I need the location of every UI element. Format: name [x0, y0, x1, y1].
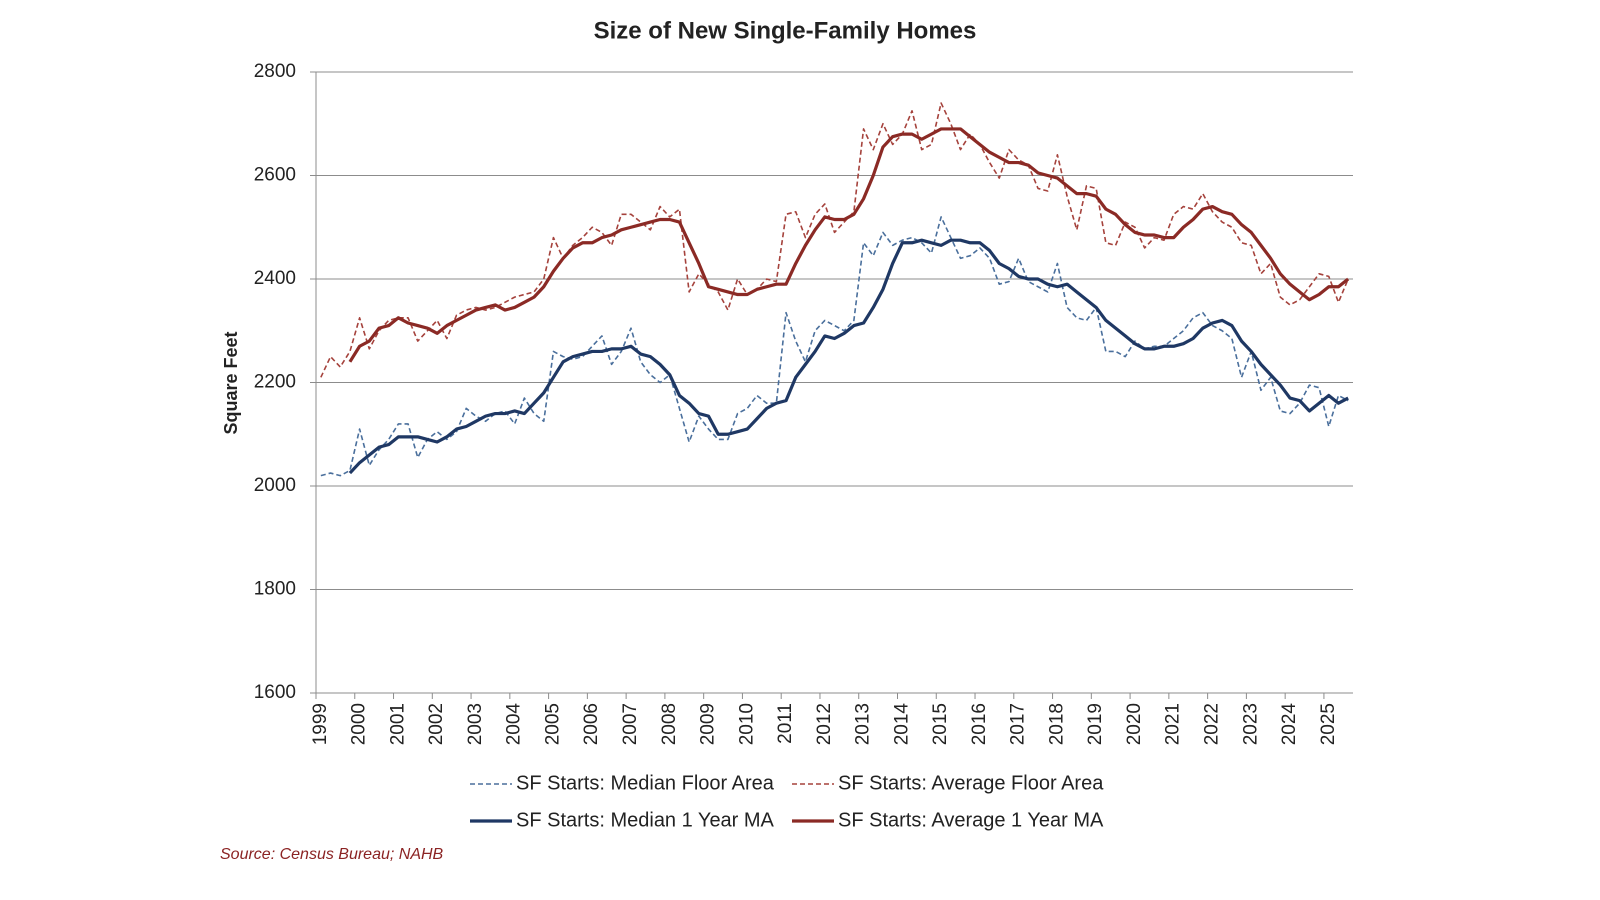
x-tick-label: 2010: [736, 703, 757, 745]
y-tick-label: 2000: [254, 475, 296, 496]
x-tick-label: 2007: [620, 703, 641, 745]
x-tick-label: 1999: [310, 703, 331, 745]
y-tick-label: 2800: [254, 61, 296, 82]
plot-area: [320, 102, 1350, 477]
x-tick-label: 2001: [387, 703, 408, 745]
x-tick-label: 2006: [581, 703, 602, 745]
legend-label: SF Starts: Median 1 Year MA: [516, 809, 775, 831]
x-tick-label: 2003: [465, 703, 486, 745]
y-tick-label: 1600: [254, 682, 296, 703]
x-tick-label: 2019: [1085, 703, 1106, 745]
series-line: [348, 238, 1349, 475]
chart-title: Size of New Single-Family Homes: [594, 17, 977, 44]
y-tick-label: 1800: [254, 579, 296, 600]
y-tick-label: 2200: [254, 372, 296, 393]
series-line: [320, 102, 1349, 378]
x-tick-label: 2013: [853, 703, 874, 745]
series-line: [348, 127, 1350, 363]
x-tick-label: 2015: [930, 703, 951, 745]
x-tick-label: 2012: [814, 703, 835, 745]
legend-label: SF Starts: Median Floor Area: [516, 772, 775, 794]
x-tick-label: 2016: [969, 703, 990, 745]
x-tick-label: 2009: [698, 703, 719, 745]
x-tick-label: 2004: [504, 703, 525, 746]
x-tick-label: 2000: [349, 703, 370, 745]
x-tick-label: 2008: [659, 703, 680, 745]
x-tick-label: 2020: [1124, 703, 1145, 745]
x-tick-label: 2014: [891, 703, 912, 746]
x-tick-label: 2024: [1279, 703, 1300, 746]
x-tick-label: 2022: [1201, 703, 1222, 745]
x-tick-label: 2021: [1163, 703, 1184, 745]
x-tick-label: 2005: [542, 703, 563, 745]
y-axis-label: Square Feet: [221, 331, 241, 434]
x-tick-label: 2017: [1008, 703, 1029, 745]
legend-label: SF Starts: Average Floor Area: [838, 772, 1104, 794]
x-tick-label: 2002: [426, 703, 447, 745]
x-tick-label: 2025: [1318, 703, 1339, 745]
source-note: Source: Census Bureau; NAHB: [220, 846, 444, 863]
x-tick-label: 2011: [775, 703, 796, 744]
legend: SF Starts: Median Floor Area SF Starts: A…: [470, 772, 1104, 831]
y-tick-label: 2400: [254, 268, 296, 289]
x-tick-label: 2023: [1240, 703, 1261, 745]
legend-label: SF Starts: Average 1 Year MA: [838, 809, 1104, 831]
grid: 1600 1800 2000 2200 2400 2600 2800 1999 2000 2001…: [254, 61, 1353, 745]
x-tick-label: 2018: [1046, 703, 1067, 745]
series-line: [320, 216, 1349, 477]
y-tick-label: 2600: [254, 165, 296, 186]
